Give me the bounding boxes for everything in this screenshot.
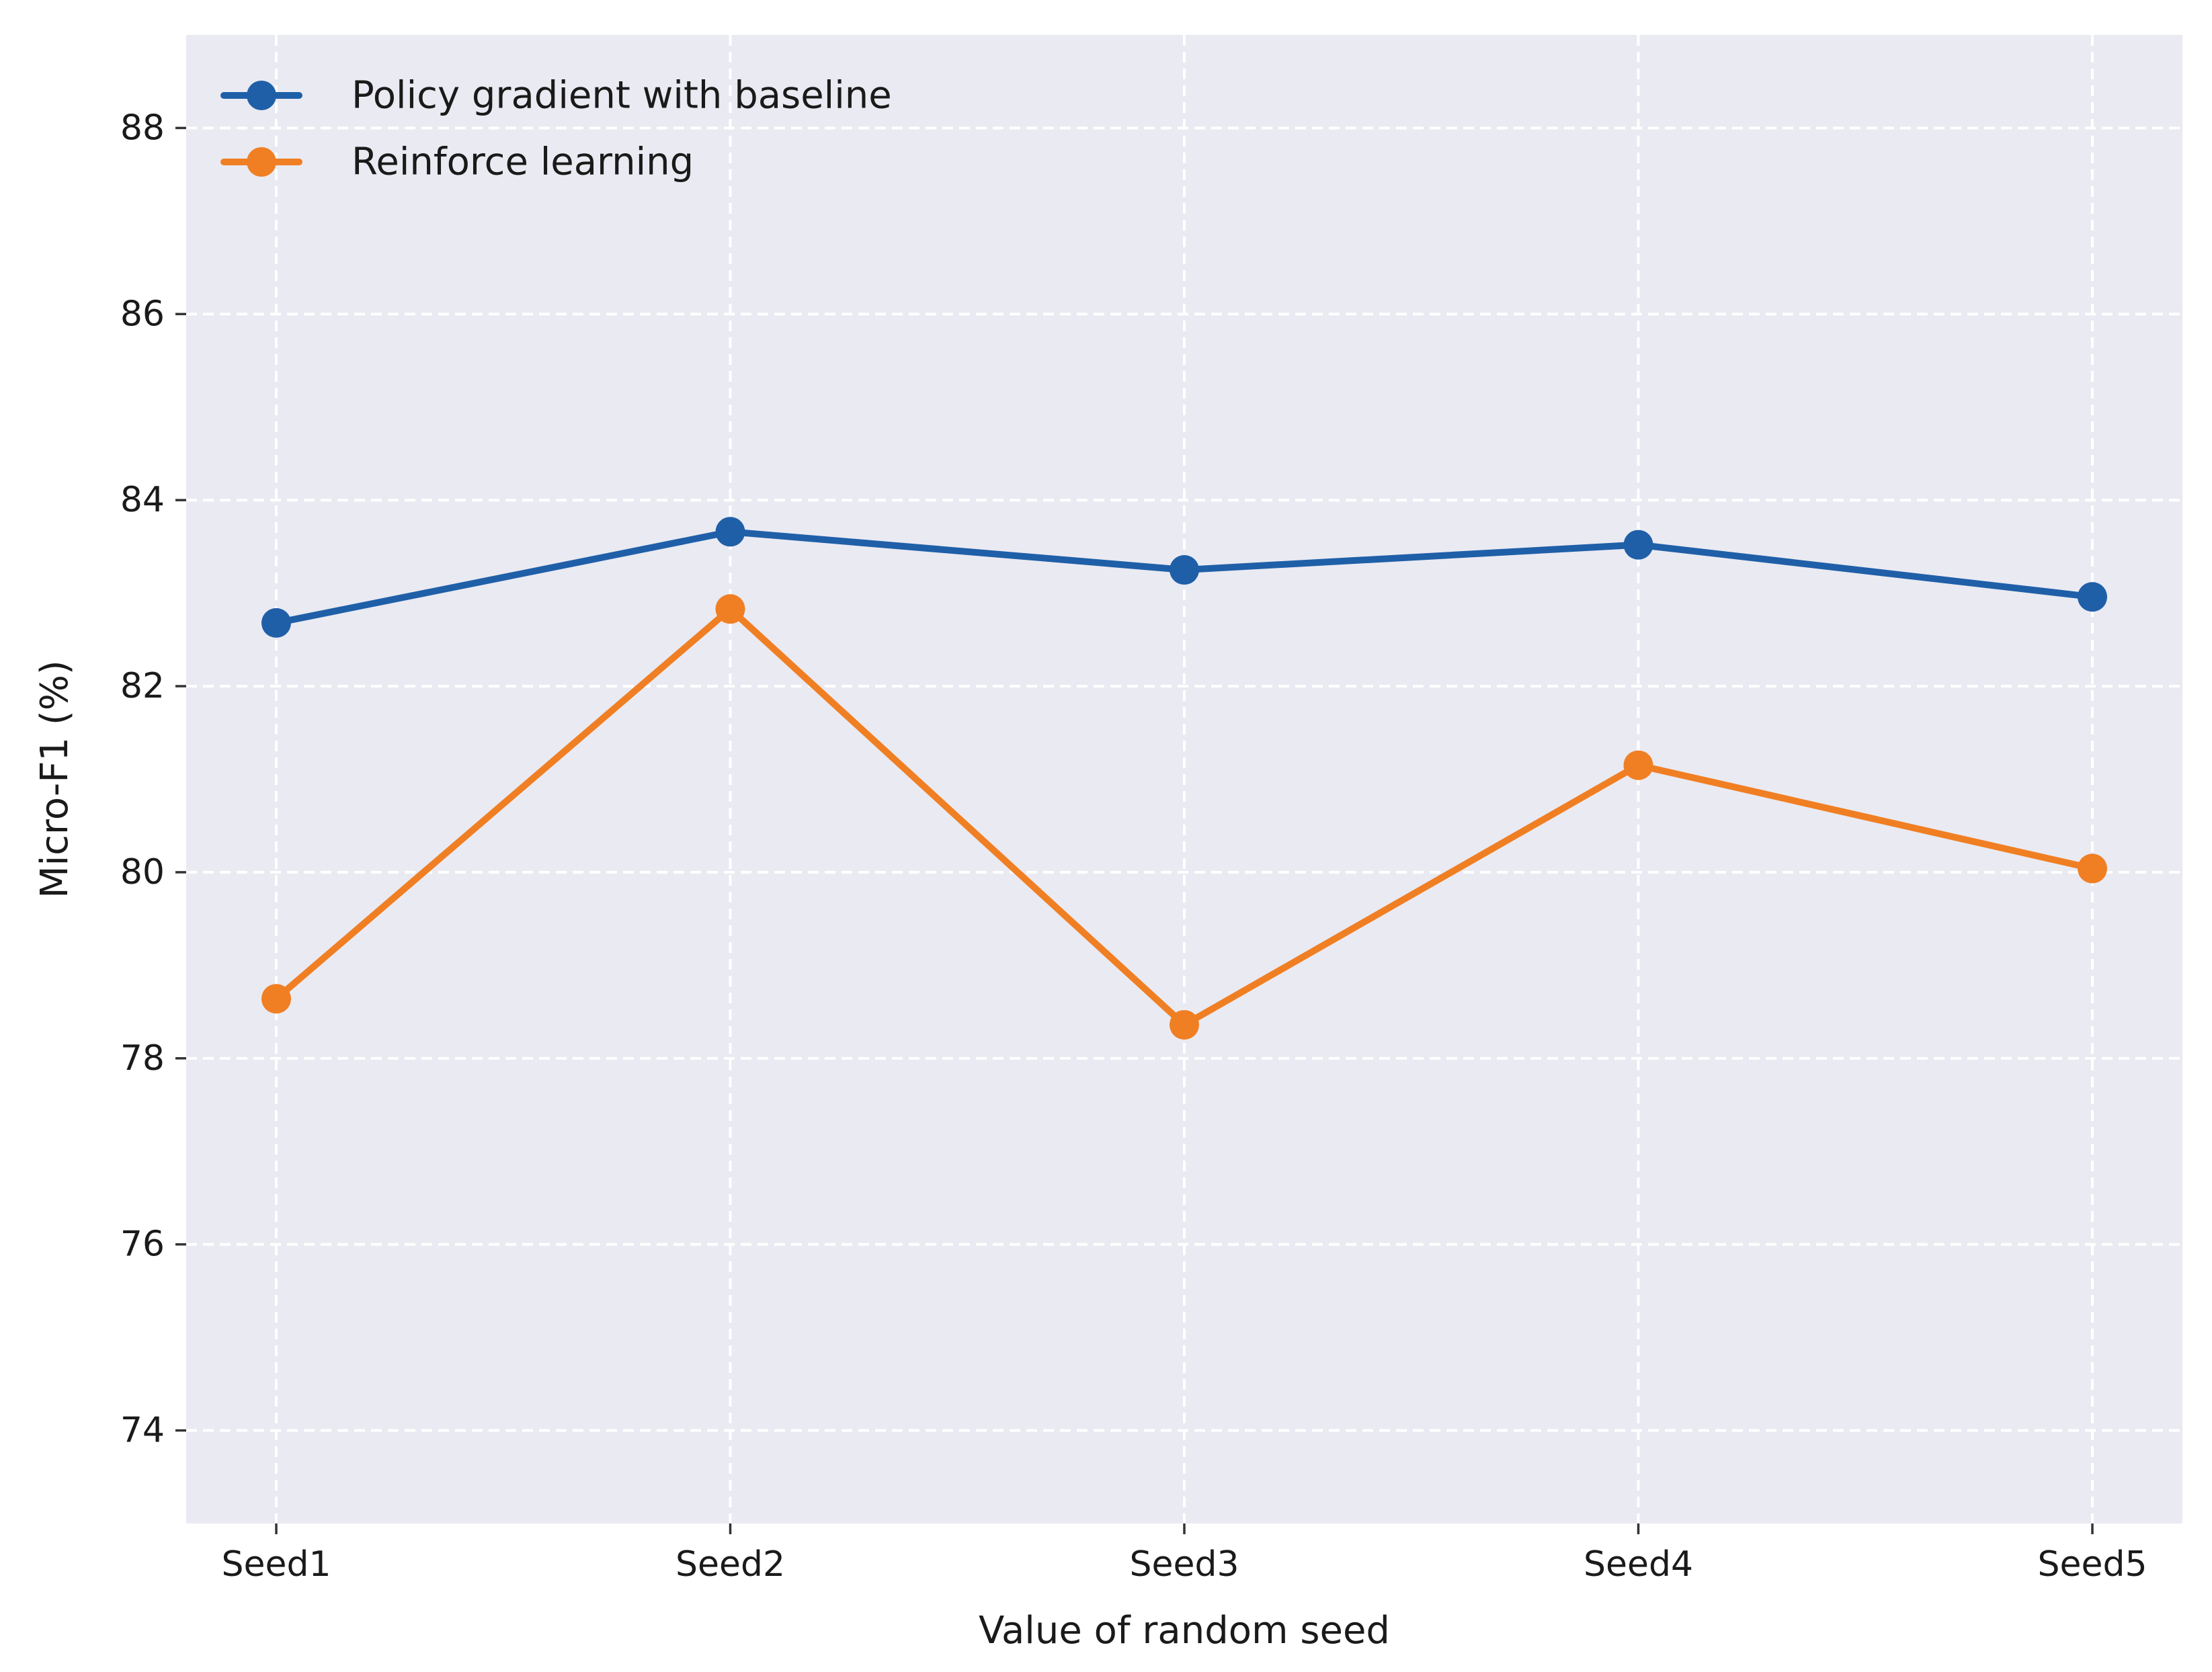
legend-marker <box>247 81 276 110</box>
x-tick-label: Seed2 <box>675 1544 785 1585</box>
legend: Policy gradient with baseline Reinforce l… <box>220 74 892 184</box>
y-tick-label: 86 <box>120 294 165 334</box>
series-0 <box>261 517 2107 638</box>
x-tick-label: Seed5 <box>2037 1544 2147 1585</box>
y-tick-label: 80 <box>120 852 165 892</box>
legend-item-1: Reinforce learning <box>220 140 694 184</box>
y-tick-label: 78 <box>120 1038 165 1079</box>
legend-item-0: Policy gradient with baseline <box>220 74 892 118</box>
y-tick-label: 82 <box>120 666 165 706</box>
x-axis-label: Value of random seed <box>979 1609 1390 1653</box>
series <box>261 517 2107 1040</box>
data-point <box>2078 853 2107 884</box>
x-tick-label: Seed1 <box>221 1544 331 1585</box>
data-point <box>261 984 291 1014</box>
grid <box>186 35 2182 1523</box>
x-tick-label: Seed3 <box>1129 1544 1239 1585</box>
legend-label: Policy gradient with baseline <box>352 74 892 118</box>
data-point <box>1170 1009 1199 1040</box>
data-point <box>1623 530 1653 560</box>
data-point <box>1170 555 1199 585</box>
data-point <box>715 594 745 624</box>
data-point <box>1623 750 1653 780</box>
series-1 <box>261 594 2107 1040</box>
data-point <box>2078 582 2107 612</box>
y-axis-label: Micro-F1 (%) <box>33 660 77 898</box>
y-tick-label: 76 <box>120 1224 165 1265</box>
y-tick-label: 84 <box>120 480 165 520</box>
data-point <box>261 608 291 638</box>
axes: 74 76 78 80 82 84 86 88 Seed1 Seed2 Seed3 Seed4 Seed… <box>120 108 2147 1585</box>
legend-label: Reinforce learning <box>352 140 694 184</box>
data-point <box>715 517 745 547</box>
y-tick-label: 74 <box>120 1411 165 1451</box>
legend-marker <box>247 147 276 177</box>
y-tick-label: 88 <box>120 108 165 148</box>
x-tick-label: Seed4 <box>1584 1544 1693 1585</box>
